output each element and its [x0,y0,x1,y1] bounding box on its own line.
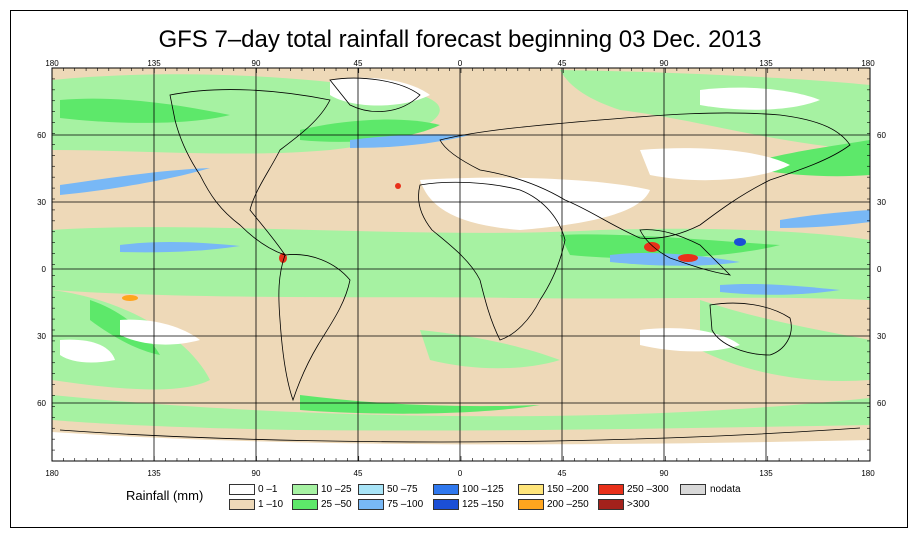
lat-tick-label: 30 [877,332,886,341]
lon-tick-label: 180 [45,469,59,478]
lon-tick-label: 45 [354,59,363,68]
lon-tick-label: 90 [252,469,261,478]
lon-tick-label: 180 [861,59,875,68]
lat-tick-label: 30 [37,332,46,341]
lon-tick-label: 135 [759,59,773,68]
lat-tick-label: 0 [877,265,882,274]
lon-labels-top: 180 135 90 45 0 45 90 135 180 [45,59,875,68]
lon-tick-label: 90 [660,59,669,68]
map-field [52,68,870,461]
lat-labels-left: 60 30 0 30 60 [37,131,46,408]
dry-areas [52,77,870,461]
lon-tick-label: 90 [660,469,669,478]
map-title: GFS 7–day total rainfall forecast beginn… [158,26,762,53]
figure-frame [10,10,908,528]
coastlines [59,77,861,443]
lat-tick-label: 0 [42,265,47,274]
lat-tick-label: 30 [877,198,886,207]
lon-tick-label: 135 [147,59,161,68]
lon-tick-label: 180 [45,59,59,68]
lat-labels-right: 60 30 0 30 60 [877,131,886,408]
lon-tick-label: 135 [759,469,773,478]
lat-tick-label: 30 [37,198,46,207]
lon-tick-label: 0 [458,469,463,478]
lon-tick-label: 0 [458,59,463,68]
lon-labels-bottom: 180 135 90 45 0 45 90 135 180 [45,469,875,478]
lon-tick-label: 45 [558,469,567,478]
lon-tick-label: 45 [354,469,363,478]
lat-tick-label: 60 [877,131,886,140]
rain-band-50-100 [60,134,870,295]
lat-tick-label: 60 [877,399,886,408]
lon-tick-label: 45 [558,59,567,68]
lon-tick-label: 180 [861,469,875,478]
lon-tick-label: 90 [252,59,261,68]
lat-tick-label: 60 [37,399,46,408]
tick-marks [51,67,871,462]
lat-tick-label: 60 [37,131,46,140]
graticule [52,68,870,461]
lon-tick-label: 135 [147,469,161,478]
